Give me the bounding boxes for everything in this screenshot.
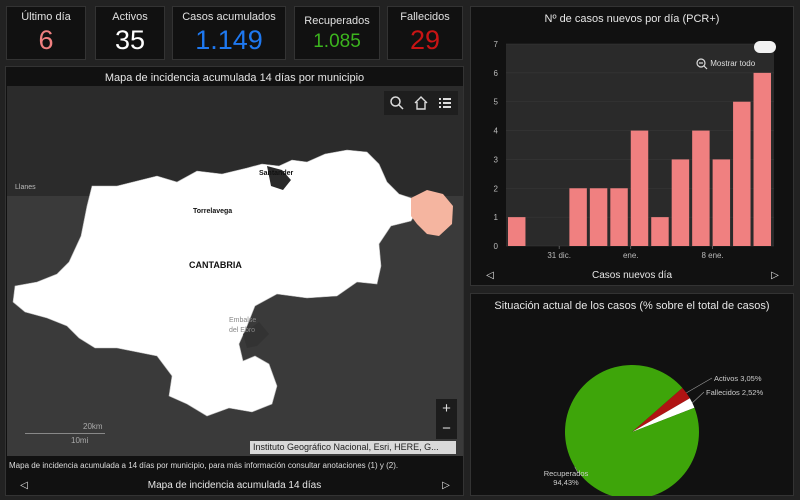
pie-value-label: 94,43% xyxy=(553,478,579,487)
x-tick-label: ene. xyxy=(623,251,639,260)
leader-line xyxy=(686,377,713,394)
y-tick-label: 1 xyxy=(494,213,499,222)
bar[interactable] xyxy=(712,159,731,246)
kpi-value: 35 xyxy=(114,25,146,55)
map-title: Mapa de incidencia acumulada 14 días por… xyxy=(104,72,365,84)
y-tick-label: 3 xyxy=(494,155,499,164)
municipality-highlight xyxy=(411,190,453,236)
prev-arrow-icon[interactable]: ◁ xyxy=(486,270,494,281)
cantabria-region xyxy=(12,149,418,417)
y-tick-label: 6 xyxy=(494,69,499,78)
map-nav-label: Mapa de incidencia acumulada 14 días xyxy=(147,480,322,491)
pie-slice[interactable] xyxy=(565,365,699,496)
x-tick-label: 8 ene. xyxy=(701,251,723,260)
bar[interactable] xyxy=(569,188,587,246)
scale-km: 20km xyxy=(83,422,103,431)
home-icon[interactable] xyxy=(411,93,431,113)
bar[interactable] xyxy=(692,130,710,246)
bar-nav-label: Casos nuevos día xyxy=(591,270,673,281)
bar-chart-title: Nº de casos nuevos por día (PCR+) xyxy=(544,13,720,25)
label-torrelavega: Torrelavega xyxy=(193,208,233,215)
kpi-label: Último día xyxy=(21,11,71,23)
kpi-label: Recuperados xyxy=(304,15,370,27)
map-note: Mapa de incidencia acumulada a 14 días p… xyxy=(9,461,399,470)
y-tick-label: 4 xyxy=(494,127,499,136)
y-tick-label: 2 xyxy=(494,184,499,193)
pie-label: Activos 3,05% xyxy=(714,374,762,383)
kpi-value: 6 xyxy=(38,25,54,55)
pie-label: Fallecidos 2,52% xyxy=(706,388,763,397)
legend-icon[interactable] xyxy=(435,93,455,113)
pie-slice[interactable] xyxy=(632,398,695,432)
zoom-out-icon xyxy=(696,58,708,70)
kpi-fallecidos: Fallecidos 29 xyxy=(387,6,463,60)
kpi-label: Activos xyxy=(112,11,148,23)
search-icon[interactable] xyxy=(387,93,407,113)
kpi-activos: Activos 35 xyxy=(95,6,165,60)
bar[interactable] xyxy=(610,188,628,246)
kpi-ultimo-dia: Último día 6 xyxy=(6,6,86,60)
next-arrow-icon[interactable]: ▷ xyxy=(771,270,779,281)
pie-chart-title: Situación actual de los casos (% sobre e… xyxy=(494,300,770,312)
kpi-recuperados: Recuperados 1.085 xyxy=(294,6,380,60)
y-tick-label: 7 xyxy=(494,40,499,49)
map-nav: Mapa de incidencia acumulada 14 días ◁ ▷ xyxy=(5,476,464,496)
label-region: CANTABRIA xyxy=(189,260,242,270)
scroll-handle[interactable] xyxy=(754,41,776,53)
bar[interactable] xyxy=(630,130,649,246)
bar-chart: 0 1 2 3 4 5 6 7 31 dic. ene. 8 ene. xyxy=(494,40,774,260)
zoom-out-button[interactable]: − xyxy=(436,419,457,439)
bar-nav: Casos nuevos día ◁ ▷ xyxy=(470,266,794,286)
show-all-label: Mostrar todo xyxy=(710,59,756,69)
show-all-button[interactable]: Mostrar todo xyxy=(696,58,776,72)
prev-arrow-icon[interactable]: ◁ xyxy=(20,480,28,491)
label-llanes: Llanes xyxy=(15,184,36,191)
kpi-label: Fallecidos xyxy=(400,11,450,23)
next-arrow-icon[interactable]: ▷ xyxy=(442,480,450,491)
bar[interactable] xyxy=(733,101,751,246)
bar[interactable] xyxy=(508,217,526,246)
y-tick-label: 0 xyxy=(494,242,499,251)
bar[interactable] xyxy=(753,72,771,246)
pie-label: Recuperados xyxy=(544,469,589,478)
y-tick-label: 5 xyxy=(494,98,499,107)
kpi-casos-acumulados: Casos acumulados 1.149 xyxy=(172,6,286,60)
bar[interactable] xyxy=(651,217,669,246)
scale-bar xyxy=(25,433,105,434)
leader-line xyxy=(574,466,579,474)
x-tick-label: 31 dic. xyxy=(547,251,571,260)
kpi-value: 1.149 xyxy=(195,25,263,55)
map-canvas xyxy=(7,86,463,456)
bar[interactable] xyxy=(589,188,608,246)
map-toolbar xyxy=(384,91,458,115)
scale-mi: 10mi xyxy=(71,436,89,445)
zoom-in-button[interactable]: + xyxy=(436,399,457,419)
bar[interactable] xyxy=(671,159,690,246)
map-attribution: Instituto Geográfico Nacional, Esri, HER… xyxy=(250,441,456,454)
map-view[interactable]: Santander Torrelavega CANTABRIA Llanes E… xyxy=(7,86,463,456)
kpi-value: 29 xyxy=(409,25,441,55)
leader-line xyxy=(692,391,705,404)
kpi-label: Casos acumulados xyxy=(182,11,276,23)
label-embalse: Embalse del Ebro xyxy=(229,317,257,334)
pie-slice[interactable] xyxy=(632,387,690,432)
label-santander: Santander xyxy=(259,170,294,177)
kpi-value: 1.085 xyxy=(313,31,361,52)
